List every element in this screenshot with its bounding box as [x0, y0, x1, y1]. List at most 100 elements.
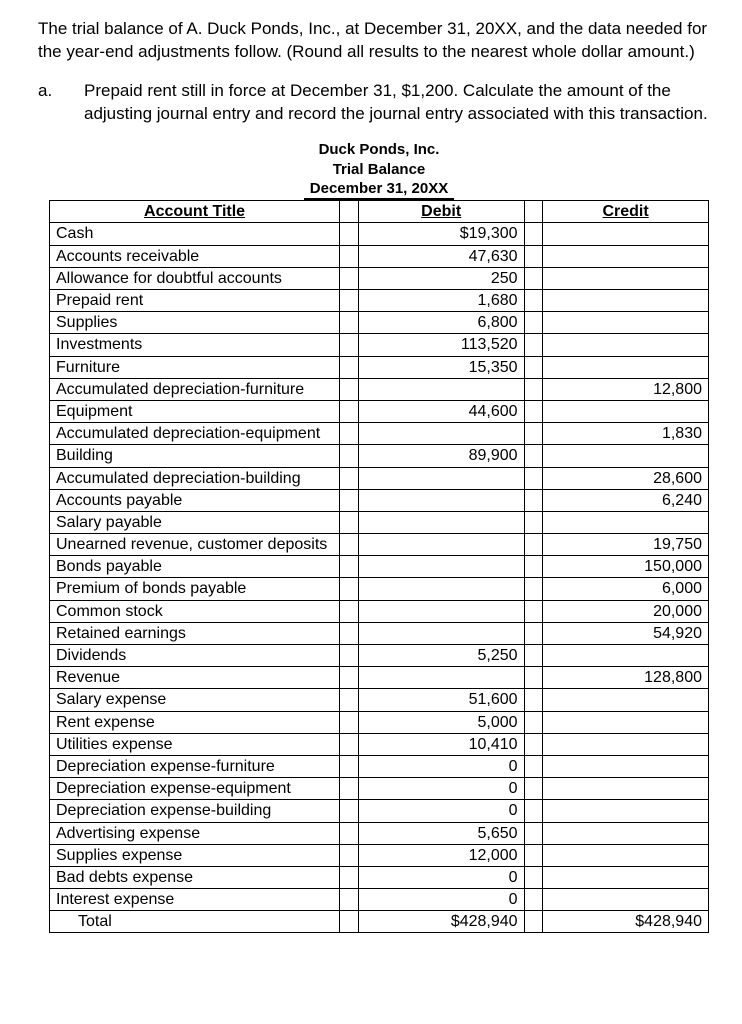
- spacer-cell: [340, 911, 359, 933]
- table-row: Revenue128,800: [50, 667, 709, 689]
- table-row: Cash$19,300: [50, 223, 709, 245]
- spacer-cell: [524, 290, 543, 312]
- account-title-cell: Common stock: [50, 600, 340, 622]
- credit-cell: [543, 711, 709, 733]
- spacer-cell: [340, 334, 359, 356]
- spacer-cell: [340, 822, 359, 844]
- account-title-cell: Accounts payable: [50, 489, 340, 511]
- col-header-debit: Debit: [358, 201, 524, 223]
- spacer-cell: [340, 356, 359, 378]
- spacer-cell: [524, 667, 543, 689]
- spacer-cell: [524, 689, 543, 711]
- spacer-cell: [524, 511, 543, 533]
- spacer-cell: [340, 267, 359, 289]
- spacer-cell: [340, 534, 359, 556]
- spacer-cell: [340, 800, 359, 822]
- spacer-cell: [340, 733, 359, 755]
- account-title-cell: Bonds payable: [50, 556, 340, 578]
- account-title-cell: Depreciation expense-equipment: [50, 778, 340, 800]
- table-row: Equipment44,600: [50, 400, 709, 422]
- debit-cell: 0: [358, 778, 524, 800]
- credit-cell: 6,240: [543, 489, 709, 511]
- debit-cell: [358, 467, 524, 489]
- spacer-cell: [340, 778, 359, 800]
- credit-cell: 12,800: [543, 378, 709, 400]
- spacer-cell: [340, 312, 359, 334]
- trial-balance-body: Cash$19,300Accounts receivable 47,630Allo…: [50, 223, 709, 933]
- account-title-cell: Supplies expense: [50, 844, 340, 866]
- account-title-cell: Supplies: [50, 312, 340, 334]
- total-label-cell: Total: [50, 911, 340, 933]
- spacer-cell: [340, 445, 359, 467]
- table-header-row: Account Title Debit Credit: [50, 201, 709, 223]
- debit-cell: 0: [358, 800, 524, 822]
- total-debit-cell: $428,940: [358, 911, 524, 933]
- table-row: Dividends5,250: [50, 645, 709, 667]
- spacer-cell: [524, 223, 543, 245]
- debit-cell: 51,600: [358, 689, 524, 711]
- account-title-cell: Unearned revenue, customer deposits: [50, 534, 340, 556]
- trial-balance-table: Account Title Debit Credit Cash$19,300Ac…: [49, 200, 709, 933]
- col-header-spacer-1: [340, 201, 359, 223]
- credit-cell: [543, 223, 709, 245]
- debit-cell: 89,900: [358, 445, 524, 467]
- account-title-cell: Depreciation expense-building: [50, 800, 340, 822]
- credit-cell: [543, 334, 709, 356]
- total-credit-cell: $428,940: [543, 911, 709, 933]
- credit-cell: [543, 755, 709, 777]
- spacer-cell: [524, 445, 543, 467]
- table-row: Interest expense 0: [50, 889, 709, 911]
- spacer-cell: [340, 667, 359, 689]
- account-title-cell: Dividends: [50, 645, 340, 667]
- spacer-cell: [524, 844, 543, 866]
- table-row: Accumulated depreciation-equipment1,830: [50, 423, 709, 445]
- credit-cell: 150,000: [543, 556, 709, 578]
- spacer-cell: [524, 312, 543, 334]
- spacer-cell: [340, 889, 359, 911]
- credit-cell: [543, 866, 709, 888]
- spacer-cell: [340, 423, 359, 445]
- table-row: Allowance for doubtful accounts250: [50, 267, 709, 289]
- debit-cell: 5,650: [358, 822, 524, 844]
- credit-cell: [543, 645, 709, 667]
- credit-cell: [543, 511, 709, 533]
- spacer-cell: [524, 423, 543, 445]
- spacer-cell: [524, 711, 543, 733]
- debit-cell: 5,000: [358, 711, 524, 733]
- spacer-cell: [524, 267, 543, 289]
- item-text: Prepaid rent still in force at December …: [84, 80, 720, 126]
- table-row: Bonds payable 150,000: [50, 556, 709, 578]
- table-row: Depreciation expense-furniture0: [50, 755, 709, 777]
- tb-date-text: December 31, 20XX: [304, 180, 454, 200]
- debit-cell: 0: [358, 889, 524, 911]
- credit-cell: [543, 400, 709, 422]
- account-title-cell: Premium of bonds payable: [50, 578, 340, 600]
- account-title-cell: Furniture: [50, 356, 340, 378]
- table-row: Utilities expense10,410: [50, 733, 709, 755]
- credit-cell: [543, 356, 709, 378]
- spacer-cell: [524, 356, 543, 378]
- account-title-cell: Accounts receivable: [50, 245, 340, 267]
- credit-cell: [543, 844, 709, 866]
- credit-cell: [543, 245, 709, 267]
- spacer-cell: [340, 866, 359, 888]
- credit-cell: [543, 733, 709, 755]
- account-title-cell: Utilities expense: [50, 733, 340, 755]
- credit-cell: 1,830: [543, 423, 709, 445]
- trial-balance-wrapper: Duck Ponds, Inc. Trial Balance December …: [38, 140, 720, 934]
- spacer-cell: [524, 622, 543, 644]
- table-row: Common stock20,000: [50, 600, 709, 622]
- debit-cell: [358, 511, 524, 533]
- spacer-cell: [524, 889, 543, 911]
- account-title-cell: Interest expense: [50, 889, 340, 911]
- col-header-credit: Credit: [543, 201, 709, 223]
- table-row: Furniture15,350: [50, 356, 709, 378]
- spacer-cell: [524, 467, 543, 489]
- spacer-cell: [524, 334, 543, 356]
- credit-cell: [543, 778, 709, 800]
- debit-cell: 47,630: [358, 245, 524, 267]
- spacer-cell: [524, 600, 543, 622]
- debit-cell: 6,800: [358, 312, 524, 334]
- table-row: Accounts receivable 47,630: [50, 245, 709, 267]
- account-title-cell: Cash: [50, 223, 340, 245]
